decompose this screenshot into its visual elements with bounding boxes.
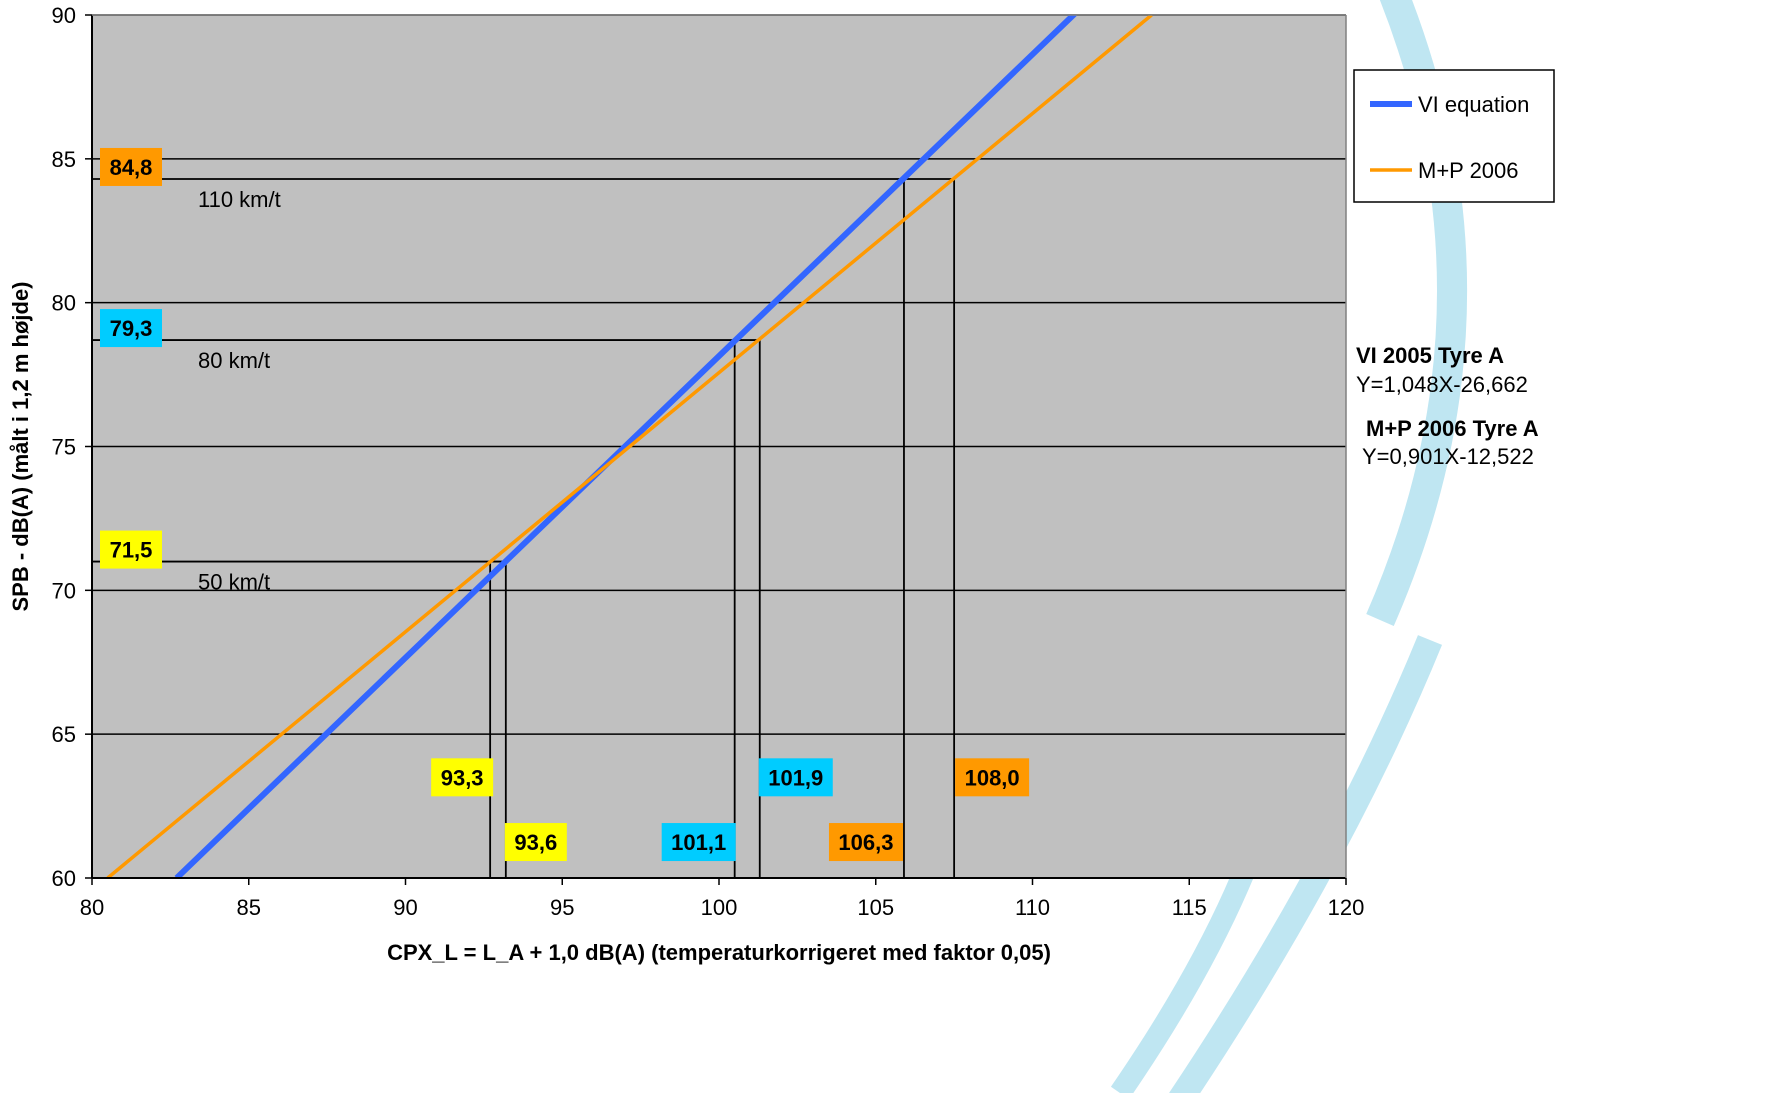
x-tick-label: 110 [1015,895,1050,920]
series-lines [106,15,1153,878]
x-tick-label: 105 [857,895,894,920]
reference-lines [92,178,956,878]
cpx-value-label-box [661,823,736,862]
cpx-value-label: 93,6 [514,830,557,855]
x-tick-label: 85 [237,895,261,920]
series-line-mp-2006 [106,15,1153,878]
cpx-value-label-box [504,823,567,862]
legend-label-vi-equation: VI equation [1418,92,1529,117]
spb-value-label: 84,8 [110,155,153,180]
x-tick-label: 90 [393,895,417,920]
x-tick-label: 80 [80,895,104,920]
y-tick-label: 75 [52,435,76,460]
spb-value-label-box [100,147,162,186]
cpx-value-label: 93,3 [441,765,484,790]
cpx-value-label-box [758,758,833,797]
x-tick-label: 95 [550,895,574,920]
cpx-value-label: 108,0 [965,765,1020,790]
y-tick-label: 70 [52,578,76,603]
cpx-value-label: 106,3 [838,830,893,855]
spb-value-label: 79,3 [110,316,153,341]
x-tick-label: 115 [1172,895,1207,920]
axes [91,14,1347,879]
equation-formula-vi: Y=1,048X-26,662 [1356,372,1528,397]
x-axis-title: CPX_L = L_A + 1,0 dB(A) (temperaturkorri… [387,940,1051,965]
y-tick-label: 65 [52,722,76,747]
y-tick-label: 80 [52,291,76,316]
y-tick-label: 85 [52,147,76,172]
spb-value-label: 71,5 [110,538,153,563]
series-line-vi-equation [174,15,1078,878]
axis-ticks [85,14,1347,885]
legend: VI equation M+P 2006 [1353,69,1555,203]
equation-title-mp: M+P 2006 Tyre A [1366,416,1539,441]
legend-label-mp-2006: M+P 2006 [1418,158,1519,183]
regression-equations: VI 2005 Tyre A Y=1,048X-26,662 M+P 2006 … [1356,343,1539,469]
cpx-value-label: 101,9 [768,765,823,790]
x-tick-label: 120 [1328,895,1365,920]
cpx-value-label-box [431,758,494,797]
cpx-value-label-box [828,823,903,862]
cpx-value-label: 101,1 [671,830,726,855]
value-labels: 71,5 50 km/t 79,3 80 km/t 84,8 110 km/t 93,3 93… [100,147,1030,862]
equation-title-vi: VI 2005 Tyre A [1356,343,1504,368]
x-tick-label: 100 [701,895,738,920]
speed-label: 50 km/t [198,570,270,595]
y-axis-title: SPB - dB(A) (målt i 1,2 m højde) [8,281,33,611]
legend-box [1353,69,1555,203]
y-tick-label: 60 [52,866,76,891]
speed-label: 80 km/t [198,348,270,373]
equation-formula-mp: Y=0,901X-12,522 [1362,444,1534,469]
y-tick-label: 90 [52,3,76,28]
spb-value-label-box [100,309,162,348]
cpx-value-label-box [955,758,1030,797]
speed-label: 110 km/t [198,187,281,212]
tick-labels: 60 65 70 75 80 85 90 80 85 90 95 100 105 110 115 120 [52,3,1365,920]
spb-value-label-box [100,530,162,569]
